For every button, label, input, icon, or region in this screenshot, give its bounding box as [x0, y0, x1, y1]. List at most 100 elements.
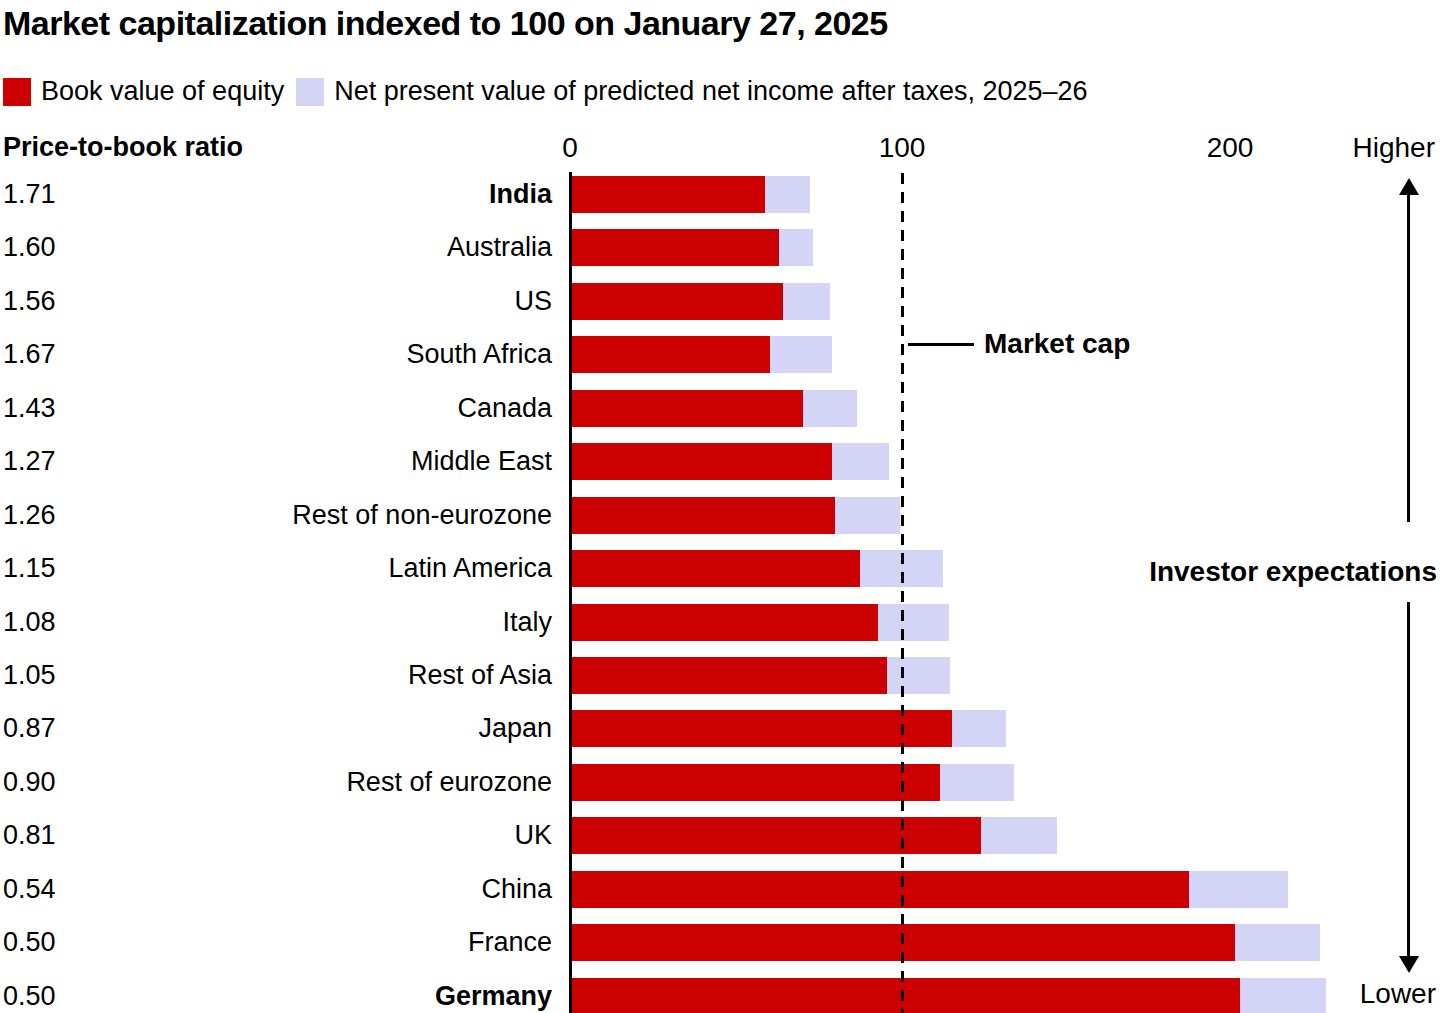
bar-book-value-segment	[571, 978, 1240, 1013]
stacked-bar	[571, 978, 1326, 1013]
bar-book-value-segment	[571, 710, 952, 747]
row-label: UK	[0, 817, 552, 854]
bar-book-value-segment	[571, 550, 860, 587]
stacked-bar	[571, 176, 810, 213]
bar-npv-segment	[765, 176, 810, 213]
bar-npv-segment	[770, 336, 831, 373]
arrow-up-line	[1407, 194, 1410, 522]
bar-npv-segment	[803, 390, 856, 427]
row-label: Canada	[0, 390, 552, 427]
stacked-bar	[571, 229, 813, 266]
bar-book-value-segment	[571, 443, 832, 480]
book-value-swatch-icon	[3, 78, 31, 106]
legend-label: Net present value of predicted net incom…	[334, 76, 1087, 107]
stacked-bar	[571, 443, 889, 480]
stacked-bar	[571, 497, 900, 534]
chart-row: 0.50Germany	[0, 978, 1440, 1013]
chart-row: 1.71India	[0, 176, 1440, 229]
chart-rows: 1.71India1.60Australia1.56US1.67South Af…	[0, 176, 1440, 1013]
bar-npv-segment	[783, 283, 829, 320]
bar-npv-segment	[832, 443, 888, 480]
market-cap-reference-line	[901, 173, 904, 1013]
bar-npv-segment	[981, 817, 1057, 854]
chart-row: 1.43Canada	[0, 390, 1440, 443]
bar-npv-segment	[835, 497, 900, 534]
row-label: China	[0, 871, 552, 908]
bar-book-value-segment	[571, 283, 783, 320]
chart-row: 0.87Japan	[0, 710, 1440, 763]
stacked-bar	[571, 283, 830, 320]
lower-label: Lower	[1360, 978, 1436, 1010]
bar-book-value-segment	[571, 497, 835, 534]
row-label: Middle East	[0, 443, 552, 480]
chart-row: 1.67South Africa	[0, 336, 1440, 389]
chart-row: 1.60Australia	[0, 229, 1440, 282]
stacked-bar	[571, 657, 950, 694]
row-label: Italy	[0, 604, 552, 641]
bar-npv-segment	[887, 657, 950, 694]
row-label: South Africa	[0, 336, 552, 373]
axis-tick-200: 200	[1207, 132, 1254, 164]
stacked-bar	[571, 390, 857, 427]
row-label: Rest of eurozone	[0, 764, 552, 801]
bar-npv-segment	[779, 229, 814, 266]
bar-book-value-segment	[571, 657, 887, 694]
stacked-bar	[571, 871, 1288, 908]
arrow-down-icon	[1399, 956, 1419, 973]
stacked-bar	[571, 817, 1057, 854]
market-cap-callout-line	[908, 343, 974, 346]
y-axis-line	[569, 172, 572, 1013]
legend-label: Book value of equity	[41, 76, 284, 107]
arrow-down-line	[1407, 602, 1410, 958]
price-to-book-header: Price-to-book ratio	[3, 132, 243, 163]
chart-row: 1.26Rest of non-eurozone	[0, 497, 1440, 550]
bar-book-value-segment	[571, 764, 940, 801]
stacked-bar	[571, 710, 1006, 747]
row-label: Australia	[0, 229, 552, 266]
axis-tick-100: 100	[879, 132, 926, 164]
row-label: Germany	[0, 978, 552, 1013]
bar-npv-segment	[1240, 978, 1326, 1013]
bar-npv-segment	[952, 710, 1005, 747]
row-label: France	[0, 924, 552, 961]
row-label: Rest of Asia	[0, 657, 552, 694]
higher-label: Higher	[1353, 132, 1435, 164]
chart-row: 0.90Rest of eurozone	[0, 764, 1440, 817]
row-label: Japan	[0, 710, 552, 747]
legend: Book value of equity Net present value o…	[3, 76, 1088, 107]
bar-npv-segment	[940, 764, 1014, 801]
row-label: US	[0, 283, 552, 320]
arrow-up-icon	[1399, 178, 1419, 195]
bar-npv-segment	[1189, 871, 1289, 908]
axis-header: Price-to-book ratio 0 100 200 Higher	[0, 130, 1440, 166]
stacked-bar	[571, 604, 949, 641]
bar-book-value-segment	[571, 176, 765, 213]
chart-row: 1.27Middle East	[0, 443, 1440, 496]
bar-book-value-segment	[571, 871, 1189, 908]
stacked-bar	[571, 764, 1014, 801]
bar-book-value-segment	[571, 390, 803, 427]
bar-book-value-segment	[571, 229, 779, 266]
bar-book-value-segment	[571, 604, 878, 641]
chart-row: 1.05Rest of Asia	[0, 657, 1440, 710]
npv-swatch-icon	[296, 78, 324, 106]
chart-row: 0.50France	[0, 924, 1440, 977]
chart-row: 0.54China	[0, 871, 1440, 924]
stacked-bar	[571, 924, 1320, 961]
market-cap-label: Market cap	[984, 328, 1130, 360]
legend-item-npv: Net present value of predicted net incom…	[296, 76, 1087, 107]
chart-row: 1.56US	[0, 283, 1440, 336]
legend-item-book-value: Book value of equity	[3, 76, 284, 107]
investor-expectations-label: Investor expectations	[1149, 556, 1437, 588]
chart-row: 1.08Italy	[0, 604, 1440, 657]
page-title: Market capitalization indexed to 100 on …	[3, 4, 888, 43]
bar-npv-segment	[1235, 924, 1320, 961]
row-label: Rest of non-eurozone	[0, 497, 552, 534]
bar-book-value-segment	[571, 817, 981, 854]
row-label: Latin America	[0, 550, 552, 587]
stacked-bar	[571, 336, 832, 373]
bar-book-value-segment	[571, 336, 770, 373]
bar-npv-segment	[878, 604, 948, 641]
chart-row: 0.81UK	[0, 817, 1440, 870]
row-label: India	[0, 176, 552, 213]
